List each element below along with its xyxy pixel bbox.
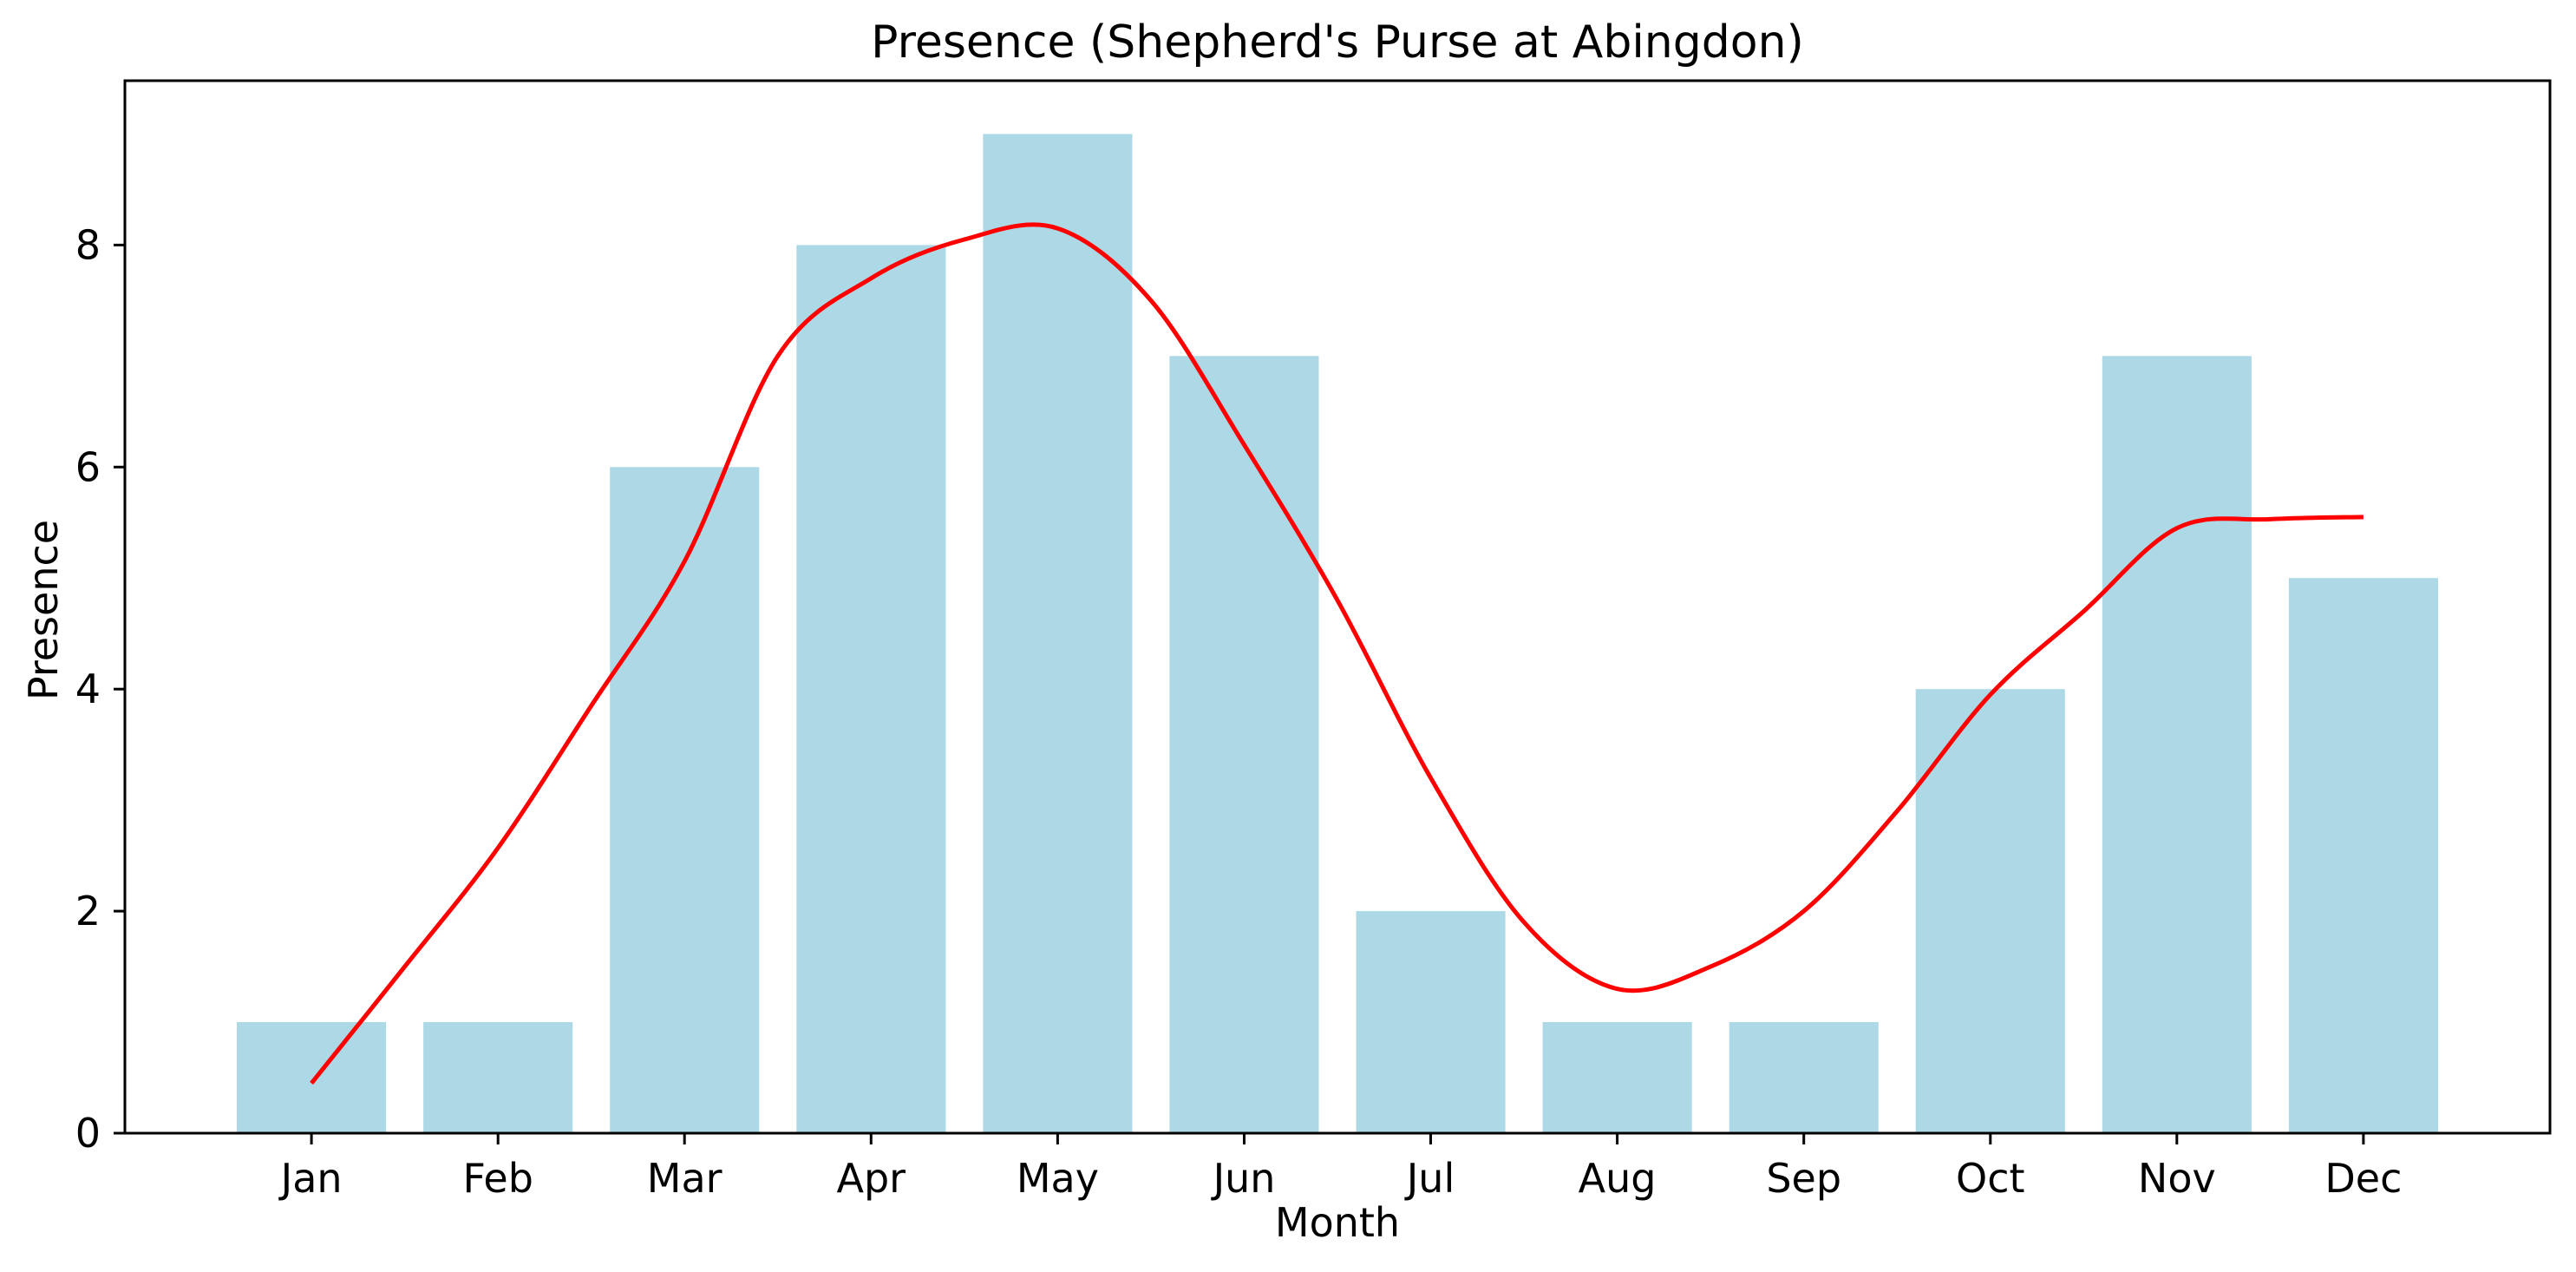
x-tick-label-jan: Jan [278,1155,343,1202]
x-tick-label-aug: Aug [1579,1155,1657,1202]
y-axis-label: Presence [20,519,67,701]
x-tick-label-may: May [1017,1155,1099,1202]
bar-oct [1915,689,2065,1133]
bar-dec [2288,578,2438,1133]
chart-title: Presence (Shepherd's Purse at Abingdon) [871,16,1804,69]
bar-may [983,134,1133,1133]
x-axis-label: Month [1274,1199,1401,1246]
x-tick-label-jun: Jun [1211,1155,1276,1202]
y-tick-label-2: 2 [75,888,101,934]
bar-mar [610,467,760,1133]
plot-border [123,79,2552,1135]
y-tick-label-6: 6 [75,443,101,490]
bar-apr [796,245,946,1133]
x-tick-label-mar: Mar [647,1155,722,1202]
bar-feb [423,1022,573,1133]
bar-nov [2102,356,2252,1133]
bar-jan [237,1022,387,1133]
x-tick-label-nov: Nov [2138,1155,2216,1202]
y-tick-label-8: 8 [75,221,101,268]
x-tick-label-jul: Jul [1404,1155,1455,1202]
bar-aug [1542,1022,1692,1133]
trend-line [310,222,2364,1085]
x-tick-label-sep: Sep [1766,1155,1841,1202]
y-tick-label-0: 0 [75,1110,101,1157]
bar-jul [1356,911,1506,1133]
y-tick-label-4: 4 [75,666,101,712]
x-tick-label-oct: Oct [1956,1155,2025,1202]
bar-sep [1729,1022,1879,1133]
x-tick-label-apr: Apr [837,1155,906,1202]
bar-jun [1169,356,1319,1133]
x-tick-label-feb: Feb [462,1155,533,1202]
x-tick-label-dec: Dec [2324,1155,2402,1202]
